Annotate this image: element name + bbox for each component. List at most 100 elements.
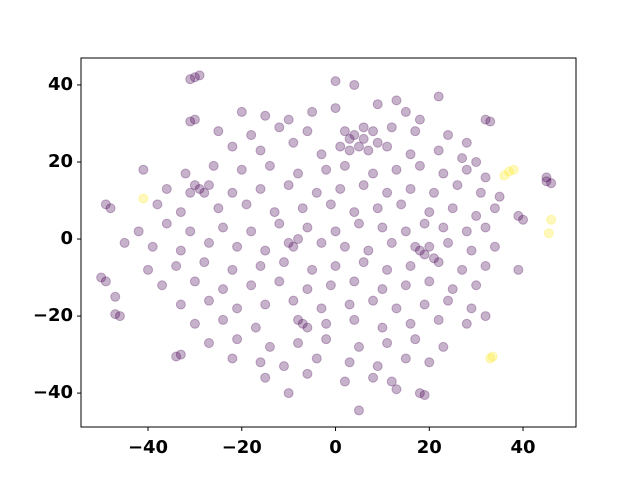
point: [339, 126, 350, 137]
point: [344, 133, 355, 144]
point: [405, 149, 416, 160]
point: [260, 245, 271, 256]
point: [494, 191, 505, 202]
point: [185, 187, 196, 198]
point: [396, 199, 407, 210]
point: [302, 284, 313, 295]
point: [255, 260, 266, 271]
point: [480, 114, 491, 125]
point: [353, 341, 364, 352]
point: [288, 295, 299, 306]
point: [203, 237, 214, 248]
point: [485, 116, 496, 127]
point: [311, 187, 322, 198]
point: [255, 145, 266, 156]
point: [503, 166, 514, 177]
point: [353, 218, 364, 229]
point: [419, 390, 430, 401]
point: [255, 357, 266, 368]
point: [283, 388, 294, 399]
point: [175, 245, 186, 256]
x-tick-label: 20: [417, 437, 442, 458]
point: [330, 226, 341, 237]
point: [316, 237, 327, 248]
point: [335, 141, 346, 152]
point: [246, 130, 257, 141]
point: [175, 207, 186, 218]
point: [325, 280, 336, 291]
point: [194, 70, 205, 81]
point: [414, 388, 425, 399]
point: [203, 338, 214, 349]
point: [302, 322, 313, 333]
point: [438, 168, 449, 179]
point: [433, 314, 444, 325]
point: [480, 222, 491, 233]
point: [382, 187, 393, 198]
point: [344, 357, 355, 368]
point: [400, 106, 411, 117]
point: [274, 276, 285, 287]
point: [363, 245, 374, 256]
point: [386, 376, 397, 387]
point: [297, 203, 308, 214]
point: [297, 318, 308, 329]
point: [293, 234, 304, 245]
point: [475, 187, 486, 198]
point: [189, 276, 200, 287]
point: [194, 183, 205, 194]
y-tick-label: −40: [33, 382, 73, 403]
point: [189, 180, 200, 191]
point: [485, 353, 496, 364]
point: [368, 295, 379, 306]
point: [161, 183, 172, 194]
point: [241, 199, 252, 210]
point: [424, 357, 435, 368]
point: [546, 178, 557, 189]
point: [466, 303, 477, 314]
point: [288, 137, 299, 148]
point: [405, 260, 416, 271]
point: [316, 303, 327, 314]
point: [405, 318, 416, 329]
point: [278, 257, 289, 268]
point: [316, 149, 327, 160]
point: [218, 314, 229, 325]
point: [405, 183, 416, 194]
point: [480, 311, 491, 322]
point: [424, 241, 435, 252]
point: [283, 114, 294, 125]
point: [480, 172, 491, 183]
point: [307, 106, 318, 117]
point: [489, 203, 500, 214]
point: [358, 180, 369, 191]
point: [96, 272, 107, 283]
point: [438, 222, 449, 233]
point: [414, 160, 425, 171]
point: [471, 280, 482, 291]
point: [452, 180, 463, 191]
point: [400, 280, 411, 291]
point: [461, 137, 472, 148]
point: [391, 303, 402, 314]
point: [330, 103, 341, 114]
point: [466, 245, 477, 256]
point: [143, 264, 154, 275]
point: [386, 237, 397, 248]
point: [100, 276, 111, 287]
point: [349, 276, 360, 287]
point: [372, 361, 383, 372]
point: [443, 295, 454, 306]
point: [283, 180, 294, 191]
point: [372, 203, 383, 214]
point: [419, 299, 430, 310]
point: [424, 276, 435, 287]
point: [213, 203, 224, 214]
point: [199, 257, 210, 268]
point: [443, 130, 454, 141]
point: [278, 361, 289, 372]
point: [433, 91, 444, 102]
point: [391, 384, 402, 395]
point: [110, 291, 121, 302]
point: [344, 145, 355, 156]
